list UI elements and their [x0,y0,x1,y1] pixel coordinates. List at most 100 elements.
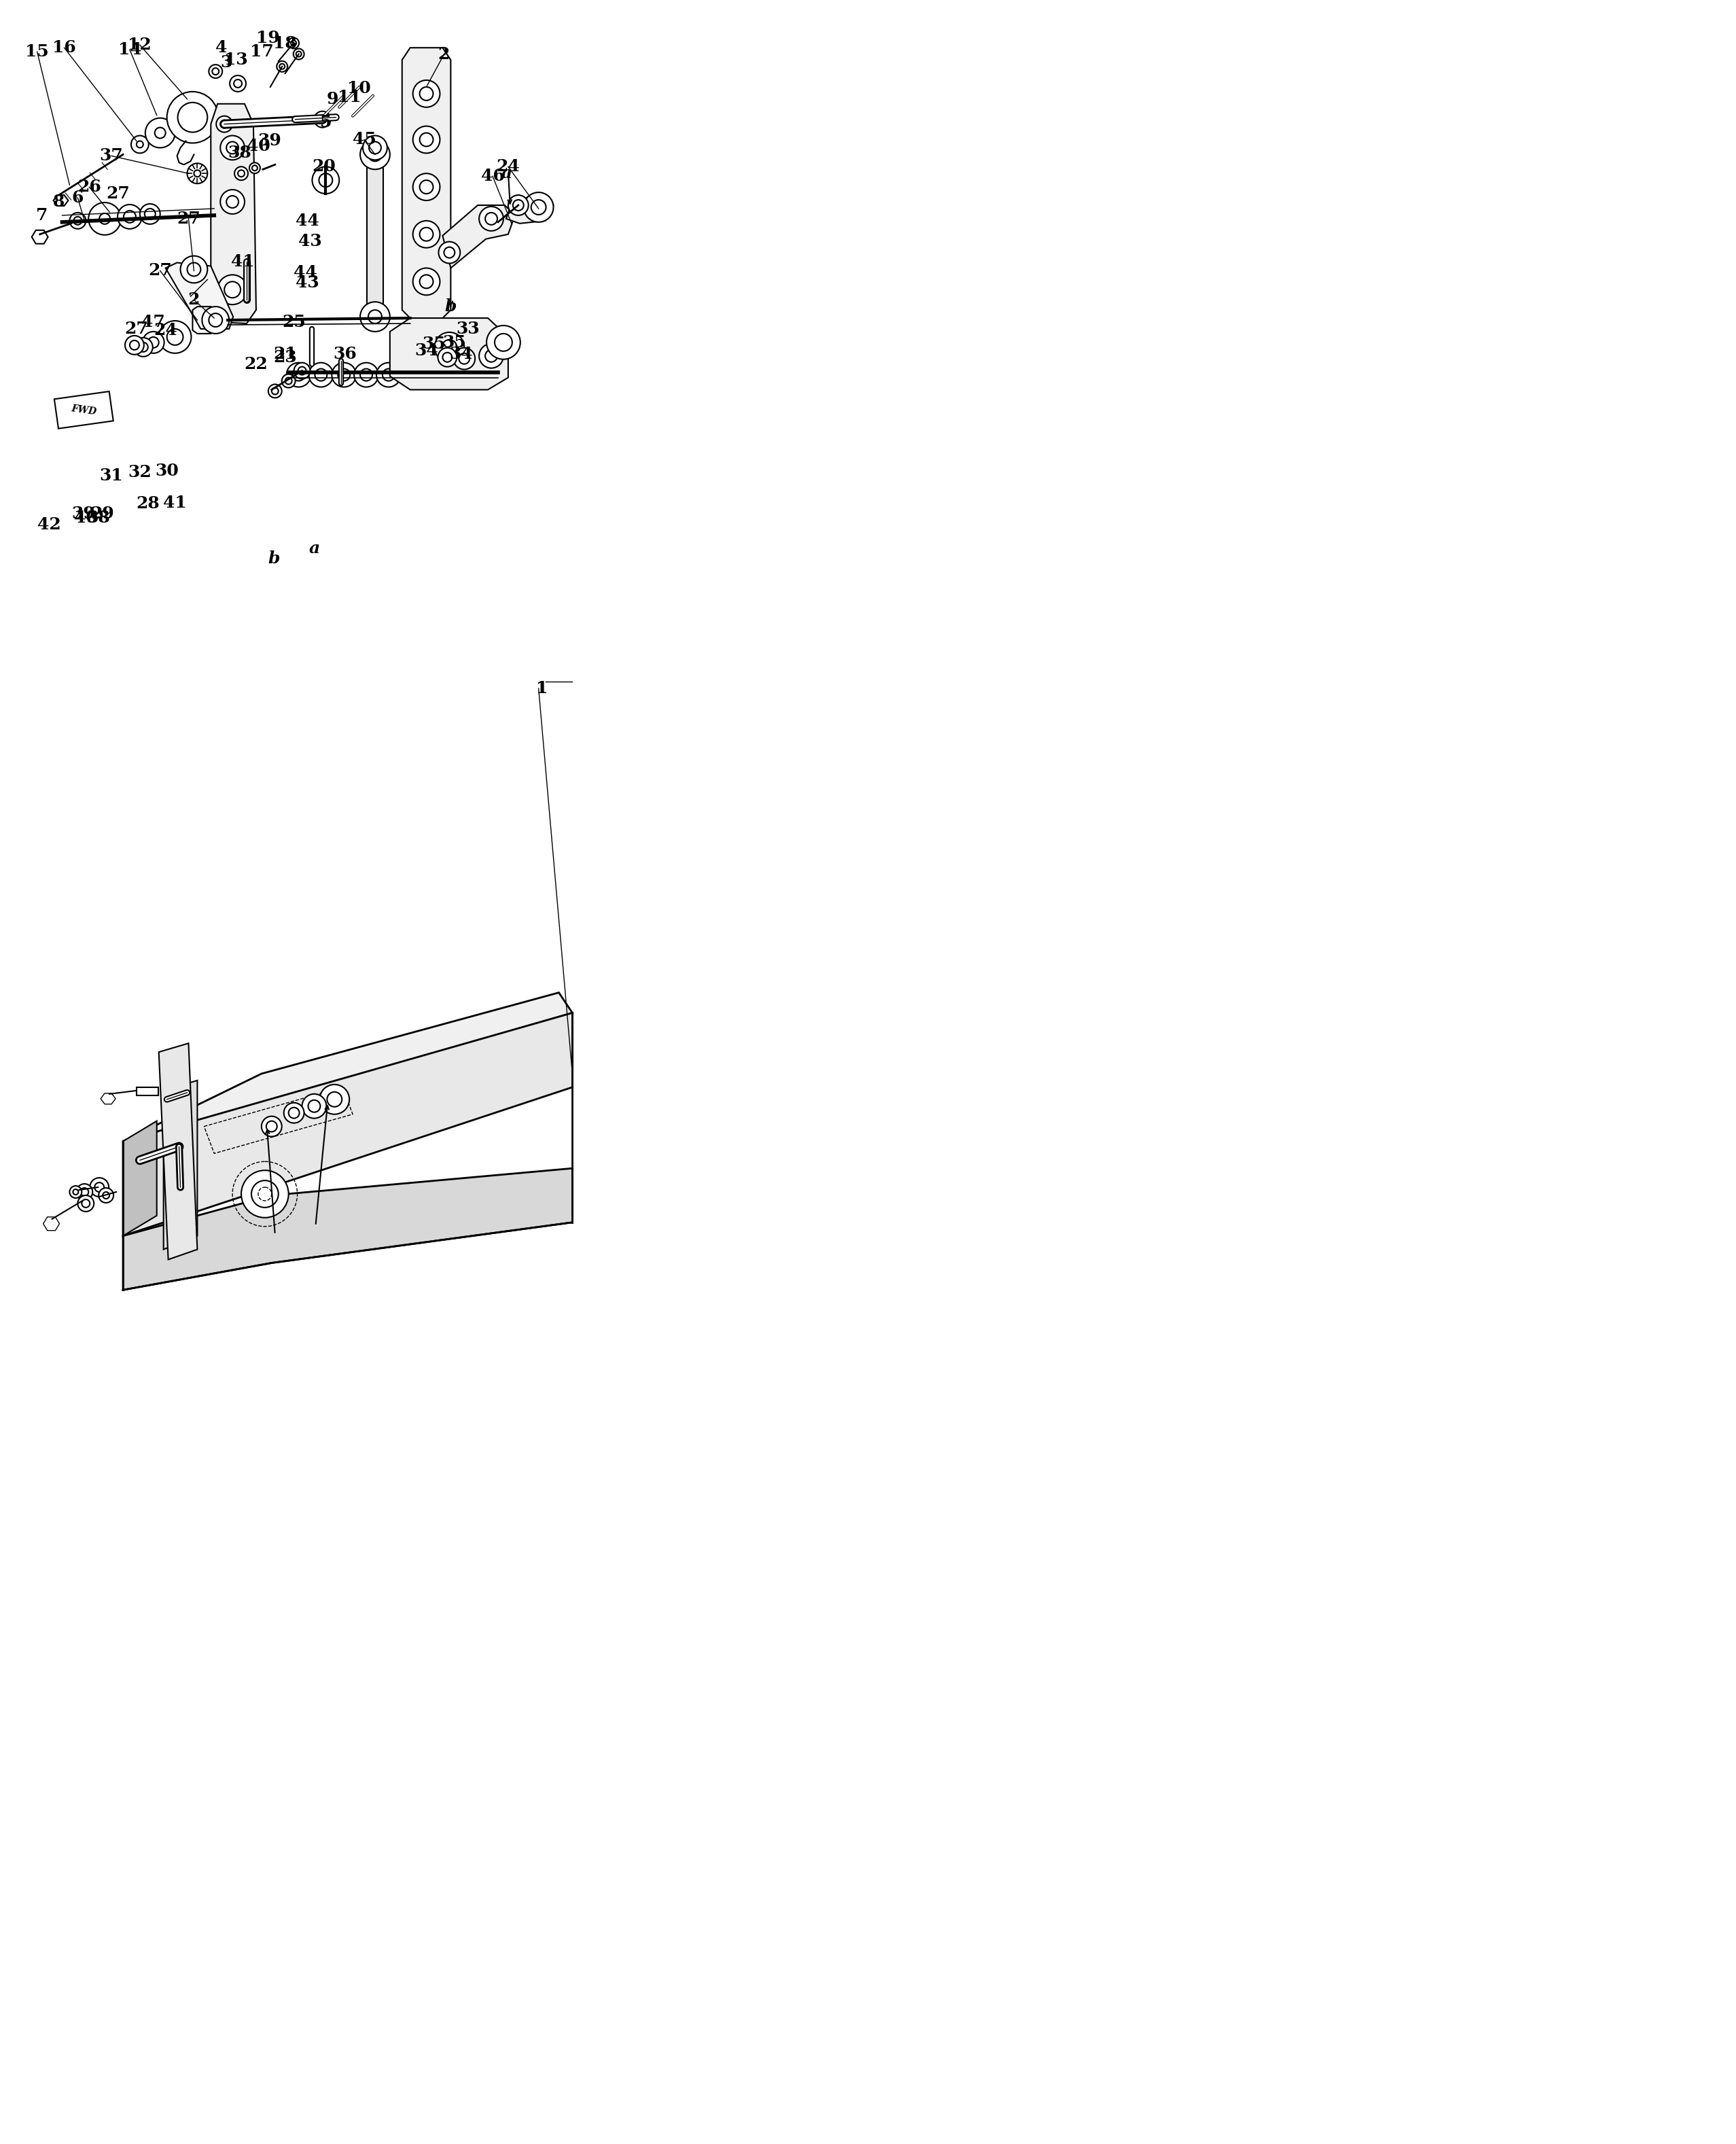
Text: 40: 40 [75,510,97,525]
Circle shape [465,362,490,388]
Circle shape [332,362,356,388]
Text: 8: 8 [52,193,64,210]
Circle shape [443,352,451,362]
Polygon shape [54,195,68,206]
Text: 23: 23 [273,349,297,364]
Text: 27: 27 [106,187,130,202]
Text: 27: 27 [148,262,172,279]
Circle shape [420,133,434,146]
Text: 18: 18 [273,36,297,51]
Text: 13: 13 [224,51,248,69]
Text: 34: 34 [415,343,437,358]
Circle shape [479,206,503,232]
Text: 26: 26 [78,178,101,195]
Text: 2: 2 [187,292,200,309]
Polygon shape [123,1012,573,1235]
Circle shape [314,369,326,382]
Circle shape [370,142,382,154]
Circle shape [443,339,457,354]
Circle shape [420,274,434,287]
Circle shape [420,88,434,101]
Circle shape [123,210,135,223]
Text: 32: 32 [128,463,151,480]
Text: 4: 4 [215,39,227,56]
Circle shape [299,367,306,375]
Polygon shape [123,993,573,1141]
Circle shape [252,1181,278,1207]
Circle shape [269,384,281,399]
Circle shape [286,362,311,388]
Text: 9: 9 [326,90,339,107]
Circle shape [158,322,191,354]
Circle shape [382,369,394,382]
Text: 37: 37 [99,148,123,165]
Text: 5: 5 [319,114,332,131]
Circle shape [359,302,391,332]
Circle shape [238,169,245,176]
Text: a: a [309,540,319,557]
Circle shape [89,202,122,236]
Text: 22: 22 [245,356,267,373]
Circle shape [524,193,554,223]
Circle shape [250,163,260,174]
Circle shape [479,343,503,369]
Circle shape [512,199,524,210]
Text: 31: 31 [99,467,123,485]
Circle shape [226,195,238,208]
Circle shape [422,362,446,388]
Circle shape [139,343,148,352]
Circle shape [509,195,528,214]
Circle shape [326,1091,342,1106]
Bar [366,154,384,317]
Circle shape [354,362,378,388]
Polygon shape [123,1168,573,1291]
Circle shape [484,212,496,225]
Text: 43: 43 [299,234,321,249]
Text: 34: 34 [450,345,472,362]
Text: 10: 10 [347,79,370,96]
Circle shape [78,1196,94,1211]
Circle shape [453,347,476,369]
Text: 11: 11 [337,88,361,105]
Text: 44: 44 [293,264,318,281]
Text: 19: 19 [257,30,279,47]
Circle shape [279,64,285,69]
Text: 15: 15 [26,43,49,60]
Circle shape [141,204,160,225]
Circle shape [220,189,245,214]
Circle shape [234,167,248,180]
Text: 20: 20 [312,159,335,176]
Text: a: a [502,165,512,182]
Circle shape [167,328,182,345]
Text: 47: 47 [142,313,165,330]
Polygon shape [391,317,509,390]
Circle shape [495,334,512,352]
Polygon shape [43,1218,59,1231]
Text: 3: 3 [220,54,233,71]
Circle shape [73,1190,78,1194]
Text: 24: 24 [155,322,177,339]
Circle shape [102,1192,109,1198]
Circle shape [118,204,142,229]
Circle shape [309,362,333,388]
Circle shape [293,362,311,379]
Text: 16: 16 [52,39,76,56]
Polygon shape [158,1044,198,1259]
Circle shape [134,337,153,356]
Circle shape [318,116,326,124]
Text: 7: 7 [36,208,49,223]
Text: 45: 45 [352,131,377,148]
Circle shape [437,347,457,367]
Circle shape [99,212,109,225]
Text: 36: 36 [333,345,356,362]
Circle shape [288,39,299,49]
Circle shape [226,142,238,154]
Polygon shape [210,103,257,324]
Text: 39: 39 [71,506,95,523]
Circle shape [292,41,297,45]
Circle shape [94,1183,104,1192]
Circle shape [413,174,439,202]
Circle shape [319,1085,349,1115]
Circle shape [368,148,382,161]
Text: 33: 33 [457,322,479,337]
